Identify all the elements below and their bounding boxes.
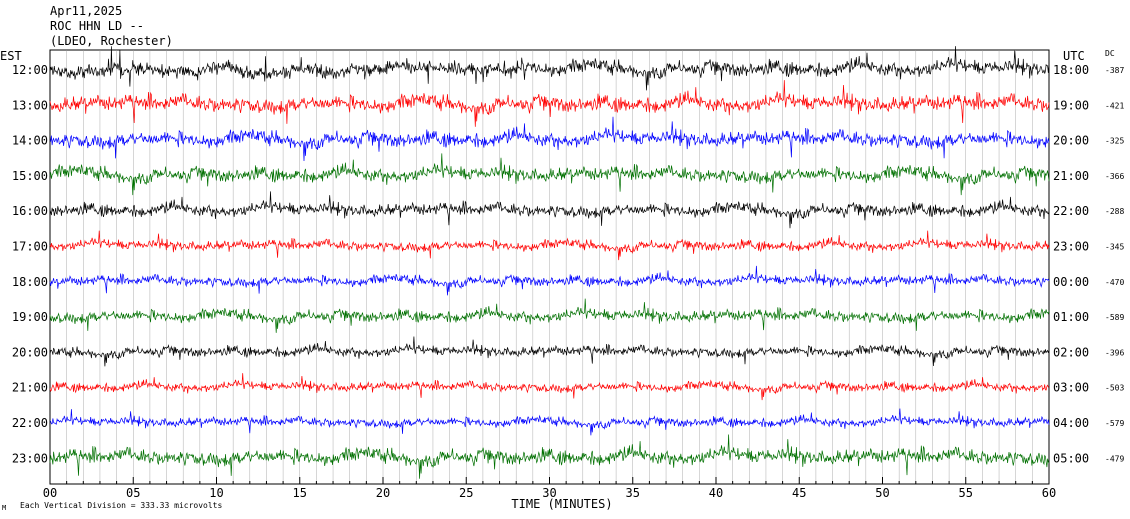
x-tick-label: 30 [542,486,556,500]
x-tick-label: 05 [126,486,140,500]
x-axis-title: TIME (MINUTES) [511,497,612,511]
dc-offset-label: -288 [1105,207,1124,216]
utc-time-label: 05:00 [1053,451,1089,465]
trace-2000 [49,336,1050,367]
est-time-label: 18:00 [12,275,48,289]
x-tick-label: 10 [209,486,223,500]
scale-note: Each Vertical Division = 333.33 microvol… [20,501,222,510]
est-time-label: 14:00 [12,134,48,148]
est-axis-label: EST [0,49,22,63]
dc-axis-label: DC [1105,49,1115,58]
x-tick-label: 35 [626,486,640,500]
est-time-label: 22:00 [12,416,48,430]
dc-offset-label: -470 [1105,278,1124,287]
dc-offset-label: -503 [1105,384,1124,393]
network-label: (LDEO, Rochester) [50,34,173,48]
x-tick-label: 00 [43,486,57,500]
trace-1700 [49,230,1050,261]
x-tick-label: 40 [709,486,723,500]
utc-time-label: 04:00 [1053,416,1089,430]
trace-1400 [49,116,1050,162]
trace-1900 [49,298,1050,333]
est-time-label: 16:00 [12,204,48,218]
dc-offset-label: -579 [1105,419,1124,428]
trace-1200 [49,46,1050,91]
date-label: Apr11,2025 [50,4,122,18]
est-time-label: 15:00 [12,169,48,183]
trace-2300 [49,434,1050,479]
trace-1300 [49,80,1050,127]
utc-time-label: 21:00 [1053,169,1089,183]
est-time-label: 17:00 [12,240,48,254]
est-time-label: 20:00 [12,345,48,359]
station-label: ROC HHN LD -- [50,19,144,33]
est-time-label: 23:00 [12,451,48,465]
utc-time-label: 03:00 [1053,381,1089,395]
x-tick-label: 20 [376,486,390,500]
utc-time-label: 02:00 [1053,345,1089,359]
trace-1500 [49,153,1050,196]
row-labels: 12:00 18:00 -387 13:00 19:00 -421 14:00 20:00 -3… [12,63,1125,465]
utc-time-label: 23:00 [1053,240,1089,254]
dc-offset-label: -345 [1105,243,1124,252]
est-time-label: 21:00 [12,381,48,395]
dc-offset-label: -396 [1105,348,1124,357]
dc-offset-label: -387 [1105,66,1124,75]
utc-time-label: 20:00 [1053,134,1089,148]
trace-2200 [49,408,1050,436]
x-tick-label: 60 [1042,486,1056,500]
utc-time-label: 00:00 [1053,275,1089,289]
dc-offset-label: -479 [1105,454,1124,463]
est-time-label: 12:00 [12,63,48,77]
x-tick-label: 45 [792,486,806,500]
dc-offset-label: -325 [1105,137,1124,146]
trace-1600 [49,191,1050,229]
x-axis: 00 05 10 15 20 25 30 35 40 45 50 55 60 [43,477,1056,500]
trace-2100 [49,373,1050,401]
est-time-label: 13:00 [12,98,48,112]
x-tick-label: 25 [459,486,473,500]
trace-group [49,46,1050,479]
dc-offset-label: -366 [1105,172,1124,181]
est-time-label: 19:00 [12,310,48,324]
x-tick-label: 55 [959,486,973,500]
dc-offset-label: -589 [1105,313,1124,322]
utc-time-label: 22:00 [1053,204,1089,218]
utc-axis-label: UTC [1063,49,1085,63]
trace-1800 [49,265,1050,296]
dc-offset-label: -421 [1105,101,1124,110]
footer-glyph: M [2,504,6,512]
x-tick-label: 15 [293,486,307,500]
utc-time-label: 19:00 [1053,98,1089,112]
utc-time-label: 01:00 [1053,310,1089,324]
plot-frame [49,49,1050,485]
x-tick-label: 50 [875,486,889,500]
utc-time-label: 18:00 [1053,63,1089,77]
